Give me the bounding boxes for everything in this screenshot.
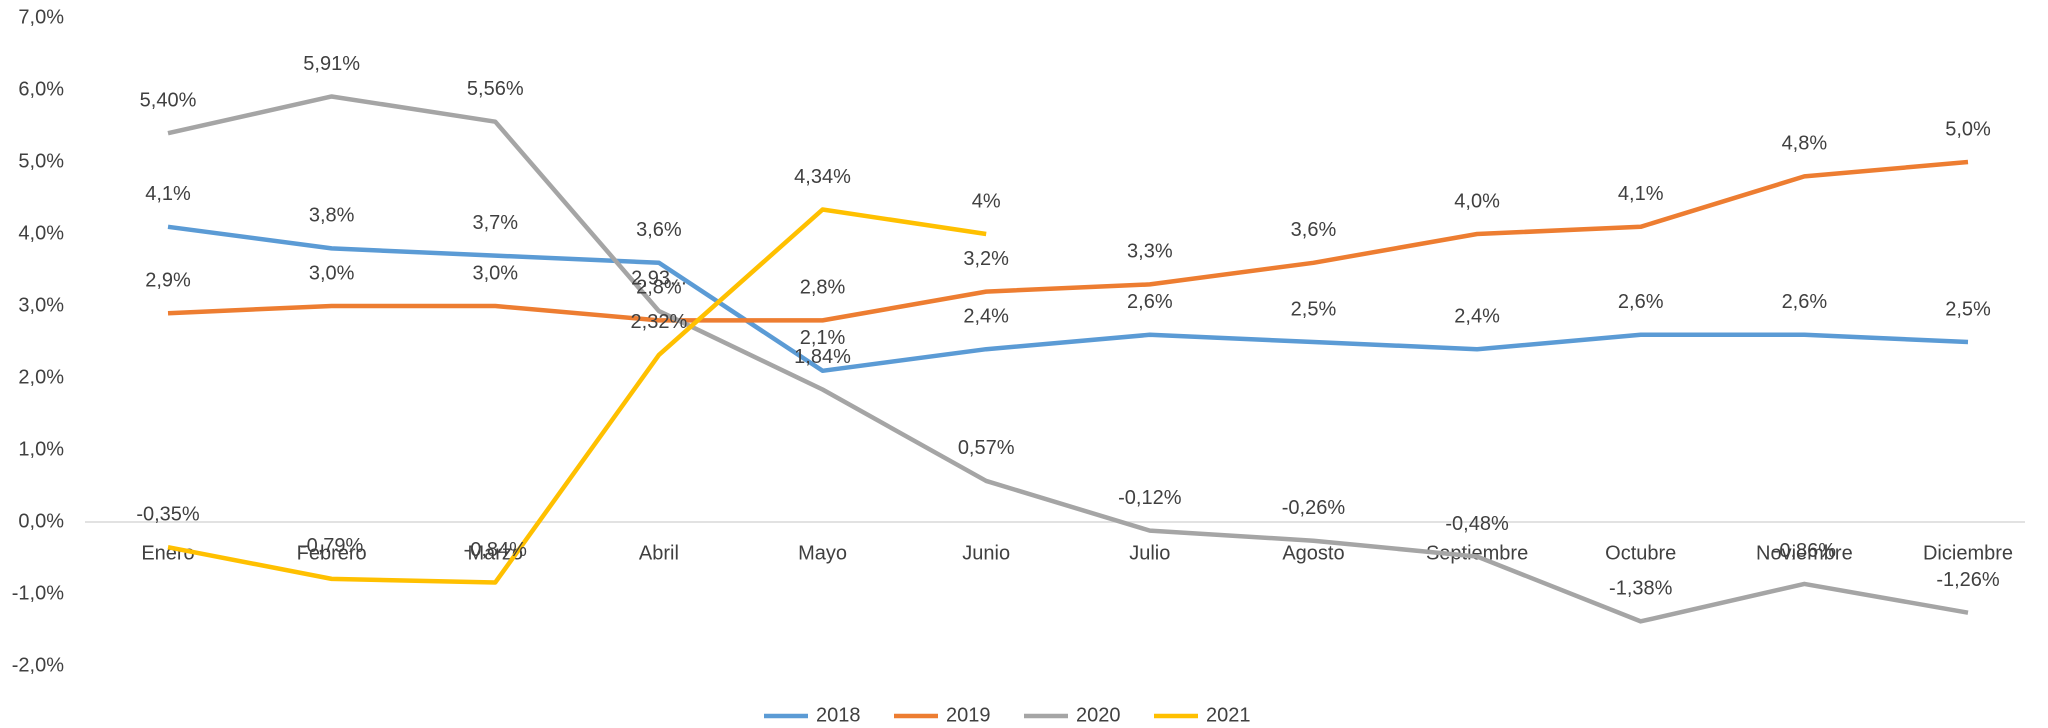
data-label: 3,0% [309,262,355,284]
y-tick-label: 6,0% [18,78,64,100]
data-label: 0,57% [958,437,1015,459]
x-tick-label: Mayo [798,542,847,564]
series-line [167,159,1969,323]
x-tick-label: Diciembre [1923,542,2013,564]
data-label: 3,0% [472,262,518,284]
data-label: 3,3% [1127,241,1173,263]
data-label: 2,6% [1127,291,1173,313]
x-tick-label: Noviembre [1756,542,1853,564]
data-label: 2,93... [631,267,687,289]
x-tick-label: Octubre [1605,542,1676,564]
x-tick-label: Julio [1129,542,1170,564]
x-tick-label: Junio [962,542,1010,564]
data-label: 4,0% [1454,190,1500,212]
data-label: 2,32% [631,311,688,333]
y-tick-label: 7,0% [18,6,64,28]
data-label: 4,8% [1782,133,1828,155]
data-label: 3,7% [472,212,518,234]
data-label: 2,6% [1618,291,1664,313]
x-tick-label: Febrero [297,542,367,564]
series-line [167,224,1969,374]
data-label: 1,84% [794,346,851,368]
data-label: 2,4% [963,305,1009,327]
data-label: -0,26% [1282,497,1346,519]
legend-label: 2018 [816,704,861,726]
data-label: 2,8% [636,277,682,299]
data-label: 3,8% [309,205,355,227]
data-label: 4,1% [145,183,191,205]
data-label: -1,26% [1936,569,2000,591]
data-label: 2,6% [1782,291,1828,313]
data-label: -0,86% [1773,540,1837,562]
data-label: 2,5% [1945,298,1991,320]
series-line [167,207,987,585]
data-label: -0,12% [1118,487,1182,509]
y-tick-label: 5,0% [18,150,64,172]
data-label: 5,0% [1945,118,1991,140]
data-label: 2,1% [800,327,846,349]
data-label: 2,8% [800,277,846,299]
y-tick-label: 0,0% [18,510,64,532]
y-tick-label: 1,0% [18,438,64,460]
x-tick-label: Septiembre [1426,542,1528,564]
data-label: 4,34% [794,166,851,188]
y-tick-label: -2,0% [12,654,64,676]
data-label: 3,6% [636,219,682,241]
x-tick-label: Marzo [467,542,523,564]
data-label: 4% [972,190,1001,212]
x-tick-label: Enero [141,542,194,564]
data-label: 5,40% [140,89,197,111]
data-label: 5,56% [467,78,524,100]
data-label: -1,38% [1609,578,1673,600]
data-label: 2,9% [145,269,191,291]
data-label: 2,5% [1291,298,1337,320]
y-tick-label: -1,0% [12,582,64,604]
y-tick-label: 4,0% [18,222,64,244]
data-label: -0,84% [464,539,528,561]
legend-label: 2020 [1076,704,1121,726]
data-label: 4,1% [1618,183,1664,205]
data-label: -0,79% [300,535,364,557]
data-label: -0,48% [1445,513,1509,535]
y-tick-label: 3,0% [18,294,64,316]
data-label: 3,2% [963,248,1009,270]
legend-label: 2021 [1206,704,1251,726]
data-label: 3,6% [1291,219,1337,241]
x-tick-label: Agosto [1282,542,1344,564]
series-line [167,94,1969,624]
x-tick-label: Abril [639,542,679,564]
data-label: 5,91% [303,53,360,75]
y-tick-label: 2,0% [18,366,64,388]
data-label: 2,4% [1454,305,1500,327]
legend-label: 2019 [946,704,991,726]
data-label: -0,35% [136,503,200,525]
